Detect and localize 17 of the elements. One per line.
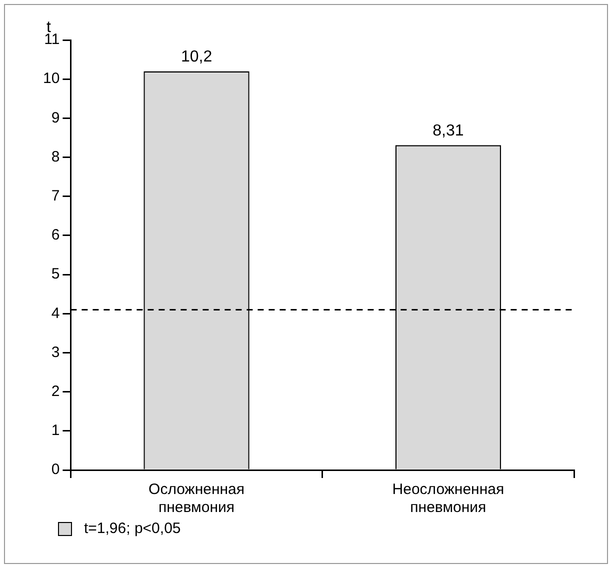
y-tick-label: 9 [51,109,60,126]
y-tick-label: 8 [51,148,60,166]
y-tick-label: 4 [51,304,60,322]
y-tick-label: 7 [51,188,60,205]
data-label: 8,31 [432,122,464,140]
y-tick-label: 0 [51,461,60,478]
data-label: 10,2 [180,48,212,66]
y-tick-label: 5 [51,266,60,283]
y-tick-label: 11 [44,31,60,48]
legend-label: t=1,96; p<0,05 [84,520,181,537]
y-tick-label: 3 [51,344,60,361]
x-tick-label: Осложненная пневмония [148,481,244,516]
y-tick-label: 1 [51,422,60,440]
y-tick-label: 6 [51,226,60,244]
x-tick-label: Неосложненная пневмония [392,481,504,516]
y-tick-label: 10 [42,70,60,88]
y-tick-label: 2 [51,382,60,400]
